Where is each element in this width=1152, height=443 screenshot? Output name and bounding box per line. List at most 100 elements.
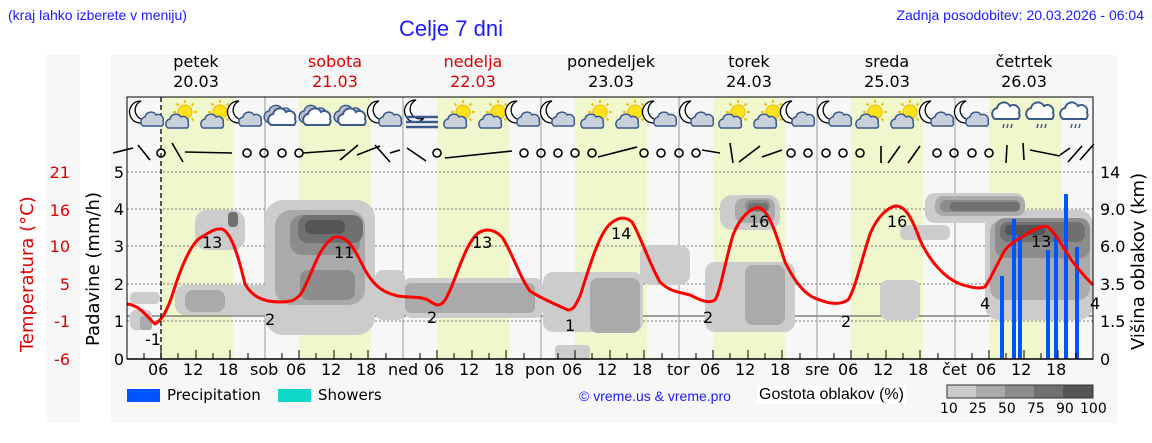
temp-label: 16	[749, 212, 770, 231]
temp-label: -1	[145, 330, 161, 349]
x-tick: tor	[667, 360, 690, 379]
temp-tick: 10	[49, 237, 70, 256]
cloud-height-tick: 6.0	[1100, 237, 1126, 256]
density-tick: 90	[1056, 401, 1074, 417]
temp-label: 13	[1031, 232, 1052, 251]
showers-swatch	[278, 389, 311, 402]
day-header-2: nedelja 22.03	[443, 52, 503, 91]
temp-label: 1	[565, 316, 576, 335]
x-tick: 18	[770, 360, 791, 379]
x-tick: 12	[459, 360, 480, 379]
moon-cloud-icon	[818, 101, 852, 126]
precipitation-swatch	[127, 389, 160, 402]
moon-cloud-icon	[955, 101, 989, 126]
x-tick: ned	[388, 360, 419, 379]
density-tick: 100	[1080, 401, 1107, 417]
x-tick: sre	[805, 360, 830, 379]
temperature-axis-panel	[46, 55, 80, 423]
day-header-1: sobota 21.03	[307, 52, 363, 91]
precip-tick: 1	[113, 312, 124, 331]
cloud-height-tick: 3.5	[1100, 275, 1126, 294]
x-tick: 06	[700, 360, 721, 379]
cloud-height-tick: 1.5	[1100, 312, 1126, 331]
x-tick: 18	[632, 360, 653, 379]
x-tick: čet	[942, 360, 967, 379]
temp-tick: 21	[49, 163, 70, 182]
x-tick: 12	[735, 360, 756, 379]
x-tick: sob	[250, 360, 279, 379]
showers-legend-label: Showers	[318, 386, 382, 404]
x-tick: 06	[562, 360, 583, 379]
temp-label: 11	[334, 243, 355, 262]
temp-tick: -1	[54, 312, 70, 331]
overcast-icon	[264, 105, 295, 125]
x-tick: 12	[1011, 360, 1032, 379]
last-update: Zadnja posodobitev: 20.03.2026 - 06:04	[896, 7, 1144, 23]
temp-tick: 5	[59, 275, 70, 294]
fog-icon	[403, 99, 438, 129]
moon-cloud-icon	[130, 101, 164, 126]
precip-tick: 0	[113, 350, 124, 369]
temp-label: 16	[887, 212, 908, 231]
day-header-6: četrtek 26.03	[995, 52, 1053, 91]
x-tick: 12	[183, 360, 204, 379]
moon-cloud-icon	[920, 101, 954, 126]
x-tick: 06	[976, 360, 997, 379]
temp-label: 2	[265, 310, 276, 329]
x-tick: 18	[356, 360, 377, 379]
x-tick: pon	[525, 360, 556, 379]
moon-cloud-icon	[643, 101, 677, 126]
precip-tick: 2	[113, 275, 124, 294]
temp-tick: -6	[54, 350, 70, 369]
location-menu-hint[interactable]: (kraj lahko izberete v meniju)	[8, 7, 187, 23]
x-tick: 06	[838, 360, 859, 379]
precipitation-bars	[1000, 194, 1079, 359]
x-tick: 12	[321, 360, 342, 379]
density-tick: 50	[998, 401, 1016, 417]
precip-tick: 4	[113, 200, 124, 219]
moon-cloud-icon	[506, 101, 540, 126]
x-tick: 06	[286, 360, 307, 379]
copyright-link[interactable]: © vreme.us & vreme.pro	[579, 388, 731, 404]
density-tick: 25	[969, 401, 987, 417]
temp-label: 2	[703, 308, 714, 327]
day-header-4: torek 24.03	[726, 52, 772, 91]
x-tick: 18	[494, 360, 515, 379]
cloud-height-axis-title: Višina oblakov (km)	[1128, 172, 1149, 350]
cloud-height-tick: 14	[1100, 163, 1121, 182]
temperature-axis-title: Temperatura (°C)	[17, 196, 38, 352]
cloud-height-tick: 9.0	[1100, 200, 1126, 219]
moon-cloud-icon	[541, 101, 575, 126]
x-tick: 12	[597, 360, 618, 379]
day-header-5: sreda 25.03	[864, 52, 910, 91]
temp-label: 4	[980, 294, 991, 313]
rain-cloud-icon	[1059, 101, 1089, 129]
weather-icons	[130, 99, 1089, 129]
page-title: Celje 7 dni	[399, 16, 503, 41]
day-header-0: petek 20.03	[173, 52, 219, 91]
precipitation-legend-label: Precipitation	[167, 386, 261, 404]
x-tick: 18	[218, 360, 239, 379]
temp-label: 14	[611, 224, 632, 243]
temp-label: 13	[472, 233, 493, 252]
moon-cloud-icon	[368, 101, 402, 126]
precip-tick: 5	[113, 163, 124, 182]
precip-tick: 3	[113, 237, 124, 256]
cloud-density-label: Gostota oblakov (%)	[757, 386, 906, 404]
density-tick: 10	[940, 401, 958, 417]
x-tick: 18	[1046, 360, 1067, 379]
cloud-height-tick: 0	[1100, 350, 1111, 369]
moon-cloud-icon	[781, 101, 815, 126]
density-tick: 75	[1027, 401, 1045, 417]
temp-label: 4	[1090, 294, 1101, 313]
x-tick: 18	[908, 360, 929, 379]
temp-label: 13	[202, 233, 223, 252]
cloud-density-scale	[946, 384, 1094, 399]
day-header-3: ponedeljek 23.03	[567, 52, 655, 91]
x-tick: 06	[424, 360, 445, 379]
temperature-line	[126, 204, 1095, 326]
x-tick: 12	[873, 360, 894, 379]
x-tick: 06	[148, 360, 169, 379]
temp-label: 2	[427, 308, 438, 327]
